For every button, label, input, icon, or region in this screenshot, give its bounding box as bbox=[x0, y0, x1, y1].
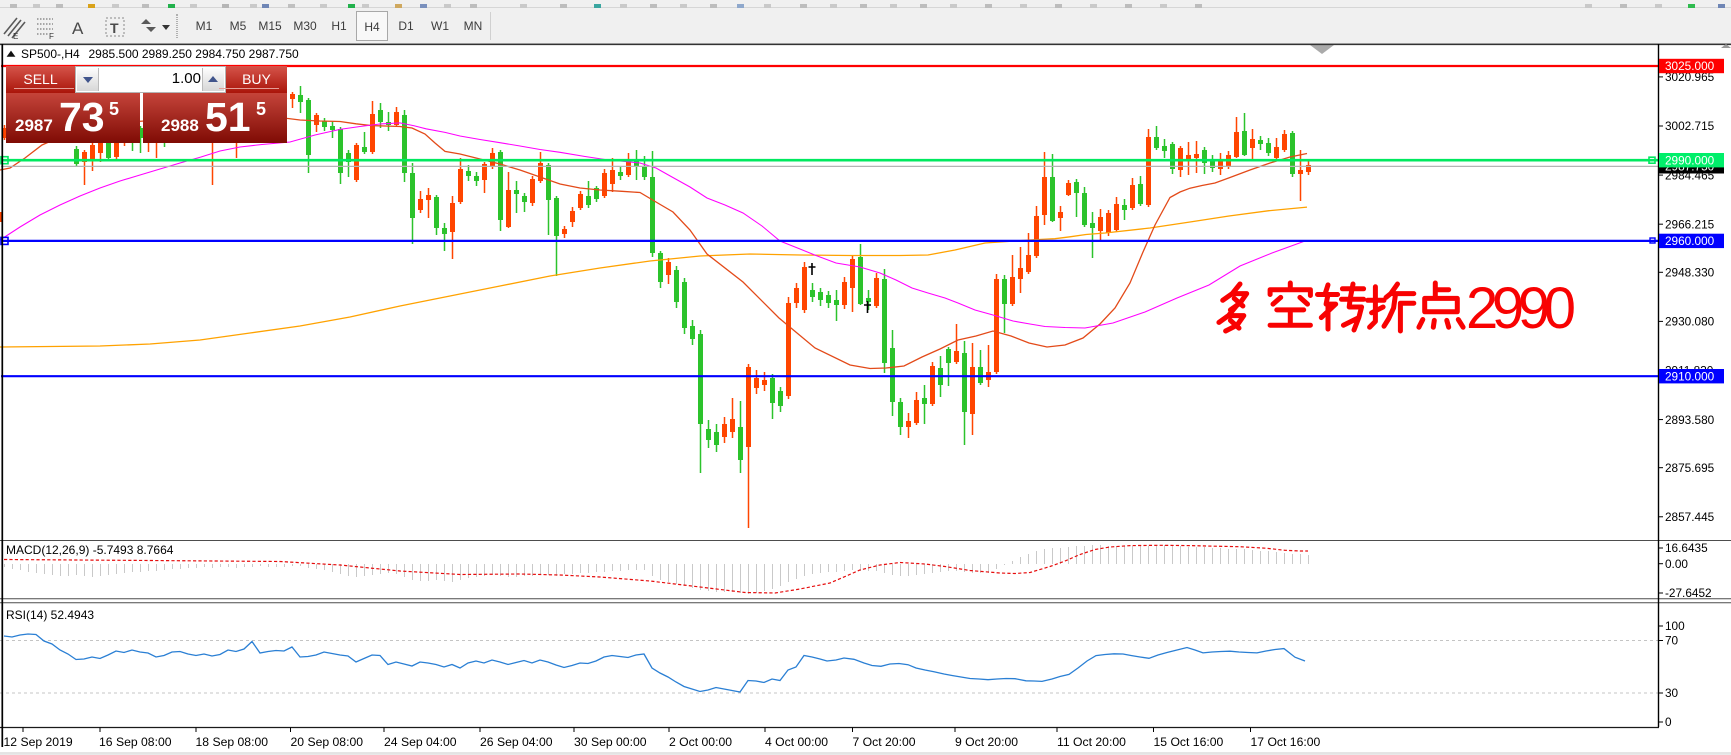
svg-text:70: 70 bbox=[1665, 634, 1679, 648]
svg-text:20 Sep 08:00: 20 Sep 08:00 bbox=[291, 735, 364, 749]
svg-text:7 Oct 20:00: 7 Oct 20:00 bbox=[853, 735, 916, 749]
svg-text:0.00: 0.00 bbox=[1665, 557, 1688, 571]
svg-text:2857.445: 2857.445 bbox=[1665, 510, 1715, 524]
svg-text:9 Oct 20:00: 9 Oct 20:00 bbox=[955, 735, 1018, 749]
svg-text:2990.000: 2990.000 bbox=[1665, 153, 1715, 167]
svg-text:3025.000: 3025.000 bbox=[1665, 59, 1715, 73]
svg-text:2966.215: 2966.215 bbox=[1665, 217, 1715, 231]
svg-text:2910.000: 2910.000 bbox=[1665, 369, 1715, 383]
svg-text:2 Oct 00:00: 2 Oct 00:00 bbox=[669, 735, 732, 749]
svg-text:F: F bbox=[49, 32, 54, 41]
svg-text:2875.695: 2875.695 bbox=[1665, 461, 1715, 475]
svg-text:2948.330: 2948.330 bbox=[1665, 265, 1715, 279]
svg-text:30 Sep 00:00: 30 Sep 00:00 bbox=[574, 735, 647, 749]
svg-text:30: 30 bbox=[1665, 686, 1679, 700]
svg-text:SP500-,H4: SP500-,H4 bbox=[21, 47, 80, 61]
svg-text:RSI(14) 52.4943: RSI(14) 52.4943 bbox=[6, 608, 94, 622]
svg-text:0: 0 bbox=[1665, 715, 1672, 729]
svg-text:12 Sep 2019: 12 Sep 2019 bbox=[4, 735, 73, 749]
svg-text:T: T bbox=[110, 20, 119, 36]
svg-text:18 Sep 08:00: 18 Sep 08:00 bbox=[196, 735, 269, 749]
svg-text:15 Oct 16:00: 15 Oct 16:00 bbox=[1154, 735, 1224, 749]
svg-text:3002.715: 3002.715 bbox=[1665, 119, 1715, 133]
svg-text:3020.965: 3020.965 bbox=[1665, 70, 1715, 84]
svg-text:16.6435: 16.6435 bbox=[1665, 541, 1708, 555]
svg-text:2930.080: 2930.080 bbox=[1665, 315, 1715, 329]
svg-text:11 Oct 20:00: 11 Oct 20:00 bbox=[1057, 735, 1126, 749]
svg-text:2985.500 2989.250 2984.750 298: 2985.500 2989.250 2984.750 2987.750 bbox=[89, 47, 300, 61]
svg-text:2960.000: 2960.000 bbox=[1665, 234, 1715, 248]
svg-text:E: E bbox=[13, 32, 18, 41]
svg-text:16 Sep 08:00: 16 Sep 08:00 bbox=[99, 735, 172, 749]
svg-text:-27.6452: -27.6452 bbox=[1665, 586, 1712, 600]
svg-text:2893.580: 2893.580 bbox=[1665, 413, 1715, 427]
svg-text:17 Oct 16:00: 17 Oct 16:00 bbox=[1251, 735, 1321, 749]
svg-text:4 Oct 00:00: 4 Oct 00:00 bbox=[765, 735, 828, 749]
svg-text:26 Sep 04:00: 26 Sep 04:00 bbox=[480, 735, 553, 749]
svg-text:A: A bbox=[72, 19, 84, 38]
svg-text:2990: 2990 bbox=[1466, 276, 1576, 341]
svg-text:MACD(12,26,9) -5.7493 8.7664: MACD(12,26,9) -5.7493 8.7664 bbox=[6, 543, 174, 557]
svg-text:24 Sep 04:00: 24 Sep 04:00 bbox=[384, 735, 457, 749]
svg-text:100: 100 bbox=[1665, 619, 1685, 633]
